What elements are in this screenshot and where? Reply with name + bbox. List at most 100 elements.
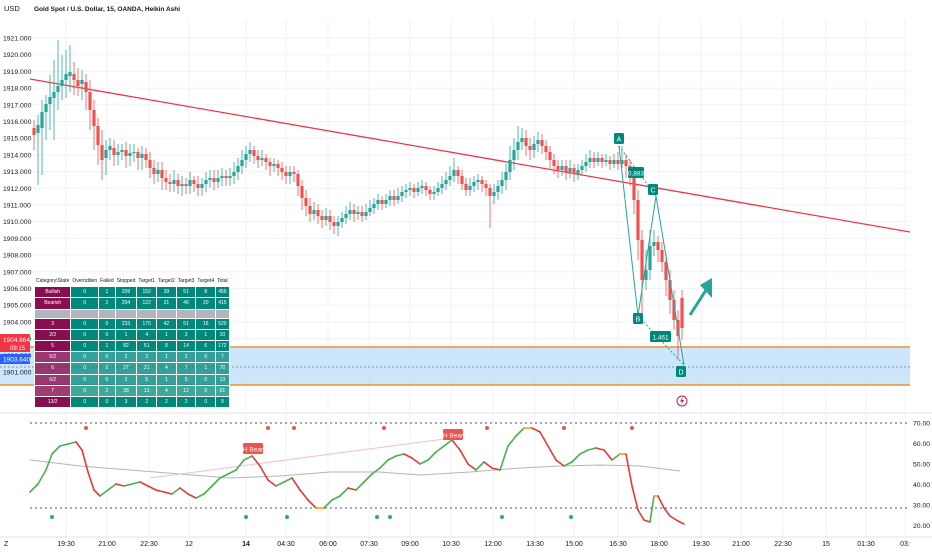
candle: [76, 68, 80, 96]
table-row: 7 0 2 28 13 4 12 0 61: [33, 384, 230, 397]
table-cell: 20: [195, 297, 217, 310]
candle: [508, 146, 512, 180]
table-cell: 0: [98, 317, 116, 330]
ratio-label-2: 1.461: [650, 331, 671, 342]
candle: [636, 190, 640, 260]
candle: [144, 148, 148, 168]
time-tick: 12:00: [484, 541, 502, 548]
candle: [52, 60, 56, 140]
table-cell: 1: [156, 351, 177, 364]
price-tick: 1910.000: [3, 219, 32, 226]
table-cell: 16: [195, 317, 217, 330]
signal-dot: [382, 426, 386, 430]
table-header: Target2: [156, 274, 177, 288]
candle: [180, 176, 184, 196]
price-tick: 1907.000: [3, 269, 32, 276]
price-tick: 1905.000: [3, 303, 32, 310]
svg-text:1904.664: 1904.664: [3, 337, 30, 344]
candle: [624, 154, 628, 178]
candle: [148, 152, 152, 178]
candle: [388, 190, 392, 206]
candle: [500, 172, 504, 194]
price-tick: 1906.000: [3, 286, 32, 293]
table-header: Category\State: [33, 274, 72, 288]
candle: [480, 176, 484, 192]
table-cell: 2: [136, 395, 158, 409]
table-cell: 0: [70, 395, 100, 409]
time-tick: 13:30: [526, 541, 544, 548]
trend-line[interactable]: [29, 78, 911, 233]
table-cell: 12: [175, 384, 197, 397]
row-label: 5: [33, 339, 72, 353]
table-cell: 0: [195, 395, 217, 409]
h-bear-label-1: H Bear: [243, 443, 264, 454]
table-cell: 3: [175, 328, 197, 341]
candle: [464, 178, 468, 196]
candle: [604, 154, 608, 166]
time-tick: 12: [185, 541, 193, 548]
candle: [572, 164, 576, 182]
table-separator: [195, 308, 217, 319]
table-separator: [156, 308, 177, 319]
oscillator-tick: 40.00: [913, 482, 930, 489]
table-cell: 1: [195, 328, 217, 341]
table-cell: 204: [114, 297, 138, 310]
candle: [272, 158, 276, 172]
table-header: Target4: [195, 274, 217, 288]
table-cell: 0: [70, 373, 100, 386]
candle: [568, 160, 572, 178]
candle: [576, 164, 580, 180]
table-cell: 122: [136, 297, 158, 310]
candle: [192, 176, 196, 192]
candle: [40, 100, 44, 175]
price-axis[interactable]: USD 1921.000 1920.000 1919.000 1918.000 1917…: [3, 4, 32, 377]
candle: [232, 162, 236, 184]
candle: [444, 172, 448, 190]
time-tick: 15:00: [565, 541, 583, 548]
candle: [224, 170, 228, 186]
table-separator: [175, 308, 197, 319]
time-tick: 22:30: [774, 541, 792, 548]
oscillator-pane[interactable]: H Bear H Bear 70.00 60.00 50.00 40.00 30.00 2…: [29, 421, 930, 531]
time-tick: 21:00: [98, 541, 116, 548]
candle: [268, 158, 272, 176]
table-row: 3 0 0 233 175 42 51 16 520: [33, 317, 230, 330]
candle: [600, 154, 604, 168]
table-cell: 0: [70, 286, 100, 299]
candle: [364, 204, 368, 220]
candles-group[interactable]: [32, 40, 684, 360]
time-axis[interactable]: Z 19:30 21:00 22:30 12 14 04:30 06:00 07:30 09:0…: [0, 536, 932, 548]
candle: [436, 182, 440, 196]
candle: [316, 204, 320, 224]
table-cell: 2: [98, 384, 116, 397]
oscillator-tick: 50.00: [913, 462, 930, 469]
candle: [504, 164, 508, 190]
candle: [416, 182, 420, 196]
candle: [172, 170, 176, 192]
table-cell: 2: [156, 395, 177, 409]
lightning-icon[interactable]: [676, 395, 688, 407]
candle: [488, 184, 492, 228]
candle: [44, 95, 48, 140]
candle: [320, 210, 324, 228]
label-B: B: [633, 313, 643, 324]
candle: [72, 62, 76, 95]
candle: [384, 194, 388, 208]
price-tick: 1908.000: [3, 253, 32, 260]
candle: [536, 132, 540, 152]
candle: [60, 55, 64, 100]
price-tick: 1920.000: [3, 52, 32, 59]
candle: [496, 180, 500, 200]
pattern-stats-table: Category\State Overridden Failed Stopped…: [33, 274, 230, 409]
candle: [532, 136, 536, 158]
table-cell: 8: [195, 286, 217, 299]
table-cell: 520: [215, 317, 230, 330]
table-cell: 0: [98, 373, 116, 386]
candle: [420, 180, 424, 194]
table-cell: 51: [175, 317, 197, 330]
svg-text:0.883: 0.883: [628, 171, 645, 178]
candle: [64, 50, 68, 98]
candle: [640, 230, 644, 316]
candle: [196, 176, 200, 196]
